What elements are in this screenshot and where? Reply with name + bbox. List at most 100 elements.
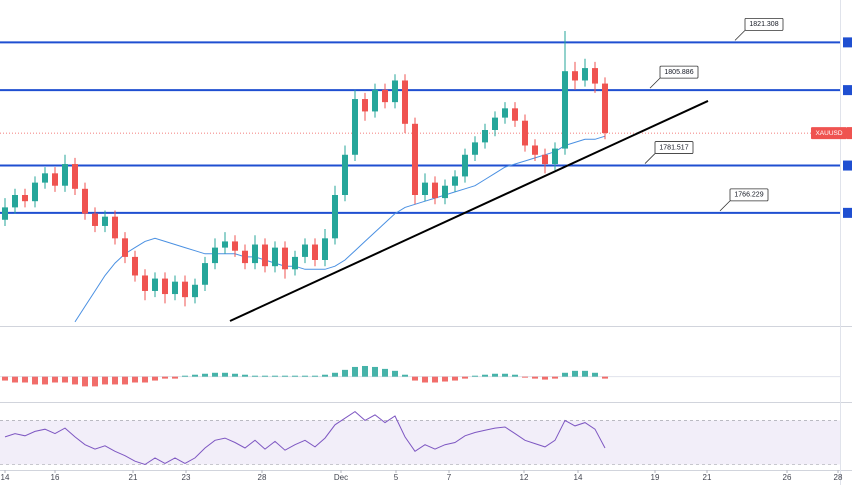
level-label: 1821.308 [749,21,778,28]
macd-bar [42,376,48,385]
candle-body [202,263,208,285]
candle-body [502,108,508,118]
candle-body [582,68,588,81]
candle-body [222,241,228,248]
candle-body [552,148,558,165]
candle-body [82,188,88,214]
candle-body [172,281,178,295]
macd-bar [272,375,278,377]
candle-body [282,247,288,270]
macd-bar [122,376,128,385]
level-label: 1781.517 [659,144,688,151]
macd-bar [72,376,78,385]
moving-average [74,135,606,323]
macd-bar [132,376,138,383]
candle-body [512,108,518,121]
x-tick-label: 12 [520,473,529,482]
macd-bar [22,376,28,383]
candle-body [602,83,608,134]
macd-bar [52,376,58,383]
level-label: 1805.886 [664,69,693,76]
macd-bar [582,370,588,377]
candle-body [32,182,38,202]
macd-bar [102,376,108,385]
rsi-line [4,410,606,466]
macd-bar [412,376,418,381]
x-tick-label: 23 [182,473,191,482]
macd-bar [242,374,248,377]
candle-body [372,89,378,112]
macd-bar [302,375,308,377]
candle-body [542,154,548,165]
candle-body [242,250,248,264]
candle-body [522,120,528,146]
macd-bar [432,376,438,383]
candle-body [52,173,58,186]
candle-body [162,278,168,295]
level-label-box [659,65,699,79]
macd-bar [212,372,218,377]
macd-bar [342,369,348,377]
x-tick-label: Dec [334,473,348,482]
candle-body [402,80,408,124]
macd-bar [492,373,498,377]
macd-bar [82,376,88,387]
macd-bar [192,374,198,377]
macd-bar [362,365,368,377]
candle-body [362,99,368,112]
level-leader [644,153,656,164]
macd-bar [472,375,478,377]
level-label-box [729,188,769,202]
x-tick-label: 28 [258,473,267,482]
x-tick-label: 16 [51,473,60,482]
candle-body [262,244,268,267]
macd-bar [32,376,38,385]
candle-body [302,244,308,257]
macd-bar [172,376,178,379]
x-tick-label: 21 [703,473,712,482]
macd-bar [422,376,428,383]
macd-bar [142,376,148,383]
candle-body [572,71,578,81]
macd-bar [282,375,288,377]
x-tick-label: 7 [447,473,452,482]
macd-bar [262,375,268,377]
macd-bar [222,372,228,377]
level-tag [843,160,852,171]
candle-body [482,130,488,143]
candle-body [12,195,18,208]
macd-bar [462,376,468,379]
x-tick-label: 28 [834,473,843,482]
candle-body [72,164,78,189]
candle-body [382,89,388,103]
macd-bar [332,372,338,377]
candle-body [352,99,358,155]
macd-bar [452,376,458,381]
macd-bar [442,376,448,382]
macd-bar [322,374,328,377]
candle-body [212,247,218,264]
macd-bar [232,373,238,377]
candle-body [342,154,348,195]
macd-bar [542,376,548,380]
trendline [229,99,709,322]
candle-body [182,281,188,298]
macd-bar [512,374,518,377]
candle-body [132,256,138,276]
macd-bar [352,366,358,377]
rsi-band [0,420,840,465]
candle-body [92,213,98,226]
macd-bar [152,376,158,381]
macd-bar [112,376,118,385]
macd-bar [382,368,388,377]
candle-body [432,182,438,199]
macd-bar [92,376,98,387]
macd-bar [532,376,538,379]
candle-body [252,244,258,264]
symbol-tag [811,127,847,140]
macd-bar [562,372,568,377]
candle-body [442,185,448,199]
